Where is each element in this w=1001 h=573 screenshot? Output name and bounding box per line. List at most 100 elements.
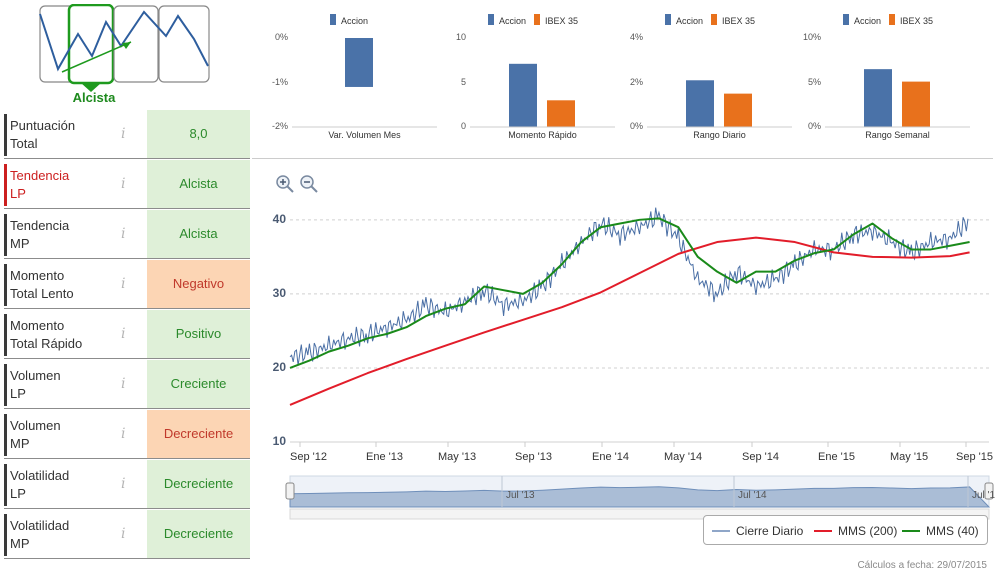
y-tick-label: 10 [272, 434, 286, 448]
metric-name: Momento Total Lento [10, 267, 110, 303]
metric-row: Volatilidad MP i Decreciente [4, 510, 250, 559]
metric-value: Alcista [147, 210, 250, 258]
mini-legend-item[interactable]: Accion [488, 14, 526, 26]
metric-row: Tendencia LP i Alcista [4, 160, 250, 209]
x-tick-label: May '13 [438, 451, 477, 463]
metric-row: Puntuación Total i 8,0 [4, 110, 250, 159]
mini-legend-item[interactable]: IBEX 35 [889, 14, 933, 26]
navigator-scrollbar[interactable] [289, 508, 990, 520]
mini-chart-title: Rango Semanal [865, 130, 930, 140]
trend-panel-lateral [113, 5, 159, 83]
navigator-handle-left[interactable] [285, 482, 295, 500]
navigator-series [289, 486, 991, 508]
legend-swatch [711, 14, 718, 25]
info-icon[interactable]: i [121, 176, 126, 192]
metric-name-line2: LP [10, 386, 26, 401]
trend-graphic [39, 4, 210, 92]
legend-item-ma200[interactable]: MMS (200) [814, 524, 897, 538]
series-mms-40[interactable] [289, 217, 970, 369]
mini-chart-plot [647, 80, 792, 128]
trend-pointer [81, 83, 101, 92]
series-cierre-diario[interactable] [289, 207, 969, 366]
legend-item-price[interactable]: Cierre Diario [712, 524, 803, 538]
bar-ibex-35[interactable] [902, 81, 930, 127]
navigator-handle-right[interactable] [984, 482, 994, 500]
mini-y-tick: 5% [807, 76, 821, 87]
mini-legend: Accion IBEX 35 [488, 14, 586, 26]
mini-chart: Accion IBEX 35 4% 2% 0% Rango Diario [627, 10, 797, 145]
info-icon[interactable]: i [121, 126, 126, 142]
trend-panel-bullish [67, 4, 115, 85]
row-indicator [4, 514, 7, 556]
metric-name-line1: Puntuación [10, 118, 76, 133]
zoom-out-icon[interactable] [299, 174, 319, 194]
mini-chart-title: Var. Volumen Mes [328, 130, 401, 140]
metric-value: Decreciente [147, 410, 250, 458]
legend-swatch-ma200 [814, 530, 832, 532]
info-icon[interactable]: i [121, 226, 126, 242]
zoom-in-icon[interactable] [275, 174, 295, 194]
series-mms-200[interactable] [289, 236, 970, 406]
x-tick-label: Ene '13 [366, 451, 403, 463]
metric-name-line2: LP [10, 486, 26, 501]
bar-accion[interactable] [864, 69, 892, 127]
info-icon[interactable]: i [121, 326, 126, 342]
trend-arrow-head [122, 42, 131, 49]
x-tick-label: Sep '12 [290, 451, 327, 463]
metric-name: Volatilidad LP [10, 467, 110, 503]
y-tick-label: 20 [272, 359, 286, 374]
legend-item-ma40[interactable]: MMS (40) [902, 524, 979, 538]
metric-name-line1: Tendencia [10, 168, 70, 183]
metric-name: Tendencia LP [10, 167, 110, 203]
info-icon[interactable]: i [121, 276, 126, 292]
row-indicator [4, 314, 7, 356]
footer-date: Cálculos a fecha: 29/07/2015 [857, 560, 987, 571]
metric-value: Alcista [147, 160, 250, 208]
bar-ibex-35[interactable] [547, 100, 575, 127]
legend-label-ma40: MMS (40) [926, 524, 979, 538]
metric-name: Volatilidad MP [10, 517, 110, 553]
info-icon[interactable]: i [121, 526, 126, 542]
bar-accion[interactable] [509, 63, 537, 127]
metric-value: Positivo [147, 310, 250, 358]
metric-name: Momento Total Rápido [10, 317, 110, 353]
mini-chart-plot [825, 69, 970, 128]
metric-name: Volumen MP [10, 417, 110, 453]
metric-value: 8,0 [147, 110, 250, 158]
price-chart-plot[interactable] [262, 170, 997, 555]
legend-swatch-price [712, 530, 730, 532]
metric-value: Negativo [147, 260, 250, 308]
x-tick-label: May '14 [664, 451, 703, 463]
bar-accion[interactable] [686, 80, 714, 127]
metric-name-line1: Volatilidad [10, 518, 70, 533]
mini-legend-item[interactable]: IBEX 35 [534, 14, 578, 26]
metric-name-line2: Total [10, 136, 38, 151]
metric-value: Creciente [147, 360, 250, 408]
row-indicator [4, 414, 7, 456]
legend-swatch [843, 14, 849, 25]
mini-y-tick: 0% [274, 32, 288, 42]
divider [252, 158, 993, 159]
chart-legend[interactable]: Cierre Diario MMS (200) MMS (40) [703, 515, 988, 545]
mini-chart-title: Momento Rápido [508, 130, 577, 140]
navigator-label: Jul '13 [506, 490, 535, 501]
x-tick-label: May '15 [890, 451, 929, 463]
mini-chart-title: Rango Diario [693, 130, 746, 140]
bar-ibex-35[interactable] [724, 93, 752, 127]
mini-y-tick: 0% [807, 121, 821, 131]
info-icon[interactable]: i [121, 476, 126, 492]
x-tick-label: Ene '14 [592, 451, 629, 463]
metric-name-line2: MP [10, 236, 30, 251]
mini-legend-item[interactable]: Accion [330, 14, 368, 26]
info-icon[interactable]: i [121, 376, 126, 392]
x-tick-label: Ene '15 [818, 451, 855, 463]
legend-label-price: Cierre Diario [736, 524, 804, 538]
mini-legend-item[interactable]: Accion [665, 14, 703, 26]
mini-legend-item[interactable]: IBEX 35 [711, 14, 755, 26]
bar-accion[interactable] [345, 38, 373, 87]
metric-name-line1: Volumen [10, 418, 61, 433]
info-icon[interactable]: i [121, 426, 126, 442]
legend-swatch [534, 14, 541, 25]
metric-row: Momento Total Lento i Negativo [4, 260, 250, 309]
mini-legend-item[interactable]: Accion [843, 14, 881, 26]
